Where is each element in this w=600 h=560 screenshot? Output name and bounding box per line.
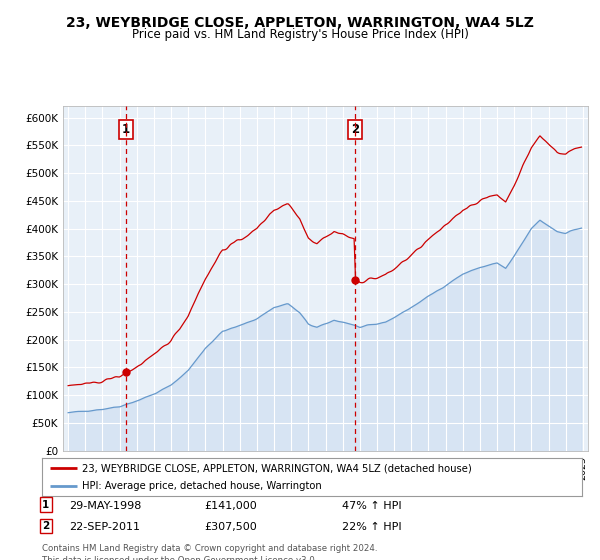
- Text: 23, WEYBRIDGE CLOSE, APPLETON, WARRINGTON, WA4 5LZ (detached house): 23, WEYBRIDGE CLOSE, APPLETON, WARRINGTO…: [83, 463, 472, 473]
- Text: 22% ↑ HPI: 22% ↑ HPI: [342, 522, 401, 532]
- Text: 47% ↑ HPI: 47% ↑ HPI: [342, 501, 401, 511]
- Text: 2: 2: [42, 521, 49, 531]
- Text: Contains HM Land Registry data © Crown copyright and database right 2024.
This d: Contains HM Land Registry data © Crown c…: [42, 544, 377, 560]
- Text: Price paid vs. HM Land Registry's House Price Index (HPI): Price paid vs. HM Land Registry's House …: [131, 28, 469, 41]
- Text: 29-MAY-1998: 29-MAY-1998: [69, 501, 142, 511]
- Text: 1: 1: [122, 123, 130, 136]
- Text: £141,000: £141,000: [204, 501, 257, 511]
- Text: 1: 1: [42, 500, 49, 510]
- Text: 23, WEYBRIDGE CLOSE, APPLETON, WARRINGTON, WA4 5LZ: 23, WEYBRIDGE CLOSE, APPLETON, WARRINGTO…: [66, 16, 534, 30]
- Text: 2: 2: [351, 123, 359, 136]
- Text: HPI: Average price, detached house, Warrington: HPI: Average price, detached house, Warr…: [83, 481, 322, 491]
- Text: 22-SEP-2011: 22-SEP-2011: [69, 522, 140, 532]
- Text: £307,500: £307,500: [204, 522, 257, 532]
